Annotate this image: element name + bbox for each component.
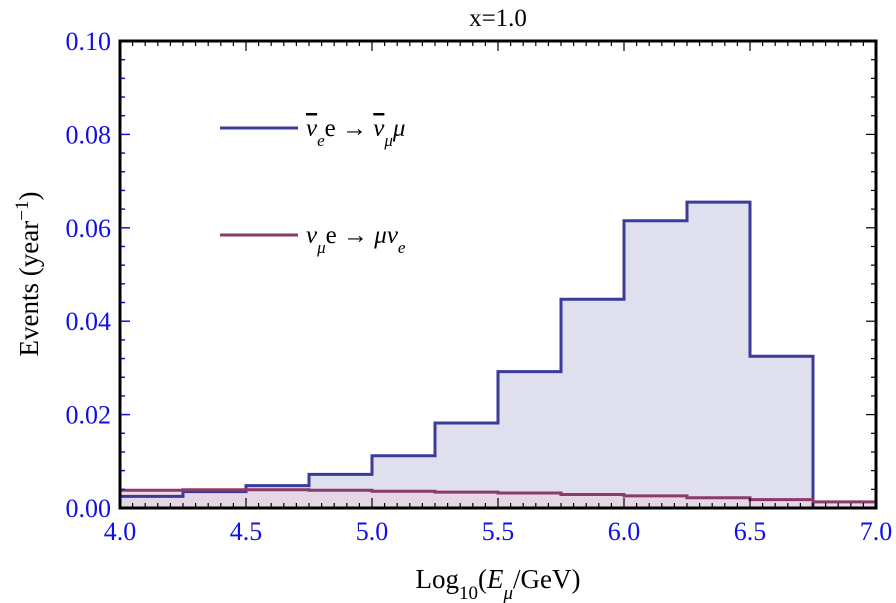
y-tick-label: 0.06 bbox=[66, 214, 112, 243]
y-tick-label: 0.10 bbox=[66, 27, 112, 56]
y-tick-label: 0.04 bbox=[66, 307, 112, 336]
series-0-outline bbox=[120, 200, 876, 510]
series-1-bin bbox=[561, 494, 624, 508]
y-tick-labels: 0.00 0.02 0.04 0.06 0.08 0.10 bbox=[66, 27, 112, 523]
legend-label-1: νμe → μνe bbox=[306, 222, 406, 257]
chart-title: x=1.0 bbox=[469, 5, 527, 32]
series-0-bin bbox=[687, 202, 750, 508]
y-axis-label: Events (year−1) bbox=[12, 192, 45, 357]
series-1-bin bbox=[435, 492, 498, 508]
x-tick-label: 6.5 bbox=[734, 517, 767, 546]
y-tick-label: 0.00 bbox=[66, 494, 112, 523]
x-tick-label: 4.0 bbox=[104, 517, 137, 546]
series-0-bin bbox=[498, 372, 561, 508]
series-0-bin bbox=[561, 299, 624, 508]
series-1-bin bbox=[120, 490, 183, 508]
y-tick-label: 0.02 bbox=[66, 401, 112, 430]
series-1-bin bbox=[498, 493, 561, 508]
x-tick-labels: 4.0 4.5 5.0 5.5 6.0 6.5 7.0 bbox=[104, 517, 893, 546]
legend: νee → νμμ νμe → μνe bbox=[220, 115, 406, 257]
series-1-bin bbox=[624, 496, 687, 508]
series-1-bin bbox=[687, 498, 750, 508]
series-1-bin bbox=[372, 491, 435, 508]
y-tick-label: 0.08 bbox=[66, 120, 112, 149]
series-0-bin bbox=[624, 221, 687, 508]
series-1-bin bbox=[246, 490, 309, 508]
x-tick-label: 5.0 bbox=[356, 517, 389, 546]
x-tick-label: 5.5 bbox=[482, 517, 515, 546]
x-tick-label: 6.0 bbox=[608, 517, 641, 546]
series-1-bin bbox=[183, 490, 246, 508]
x-tick-label: 7.0 bbox=[860, 517, 893, 546]
plot-frame bbox=[118, 39, 878, 510]
histogram-outlines bbox=[120, 200, 876, 510]
legend-label-0: νee → νμμ bbox=[306, 115, 405, 150]
x-tick-label: 4.5 bbox=[230, 517, 263, 546]
series-0-fill bbox=[120, 202, 876, 509]
series-1-bin bbox=[309, 490, 372, 508]
series-0-bin bbox=[750, 356, 813, 508]
x-axis-label: Log10(Eμ/GeV) bbox=[415, 564, 580, 603]
